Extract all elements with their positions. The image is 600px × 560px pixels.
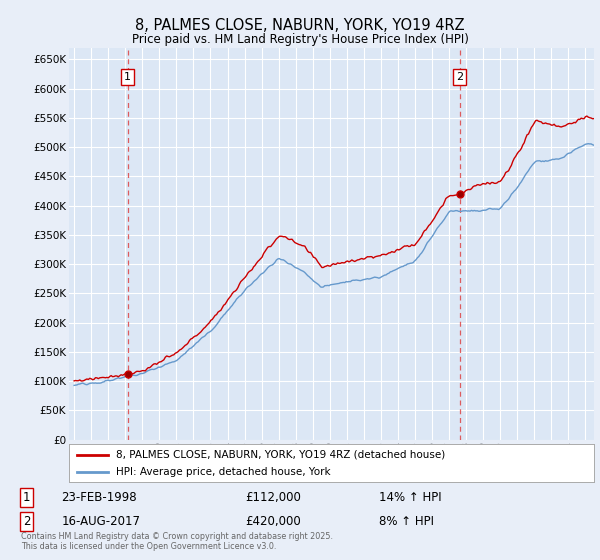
Text: 8, PALMES CLOSE, NABURN, YORK, YO19 4RZ: 8, PALMES CLOSE, NABURN, YORK, YO19 4RZ bbox=[135, 18, 465, 32]
Text: 8, PALMES CLOSE, NABURN, YORK, YO19 4RZ (detached house): 8, PALMES CLOSE, NABURN, YORK, YO19 4RZ … bbox=[116, 450, 445, 460]
Text: 2: 2 bbox=[23, 515, 30, 528]
Text: Price paid vs. HM Land Registry's House Price Index (HPI): Price paid vs. HM Land Registry's House … bbox=[131, 32, 469, 46]
Text: 16-AUG-2017: 16-AUG-2017 bbox=[61, 515, 140, 528]
Text: 14% ↑ HPI: 14% ↑ HPI bbox=[379, 491, 441, 504]
Text: £420,000: £420,000 bbox=[245, 515, 301, 528]
Text: HPI: Average price, detached house, York: HPI: Average price, detached house, York bbox=[116, 467, 331, 477]
Text: 8% ↑ HPI: 8% ↑ HPI bbox=[379, 515, 434, 528]
Text: 2: 2 bbox=[456, 72, 463, 82]
Text: Contains HM Land Registry data © Crown copyright and database right 2025.
This d: Contains HM Land Registry data © Crown c… bbox=[21, 532, 333, 552]
Text: 1: 1 bbox=[124, 72, 131, 82]
Text: 1: 1 bbox=[23, 491, 30, 504]
Text: 23-FEB-1998: 23-FEB-1998 bbox=[61, 491, 137, 504]
Text: £112,000: £112,000 bbox=[245, 491, 301, 504]
